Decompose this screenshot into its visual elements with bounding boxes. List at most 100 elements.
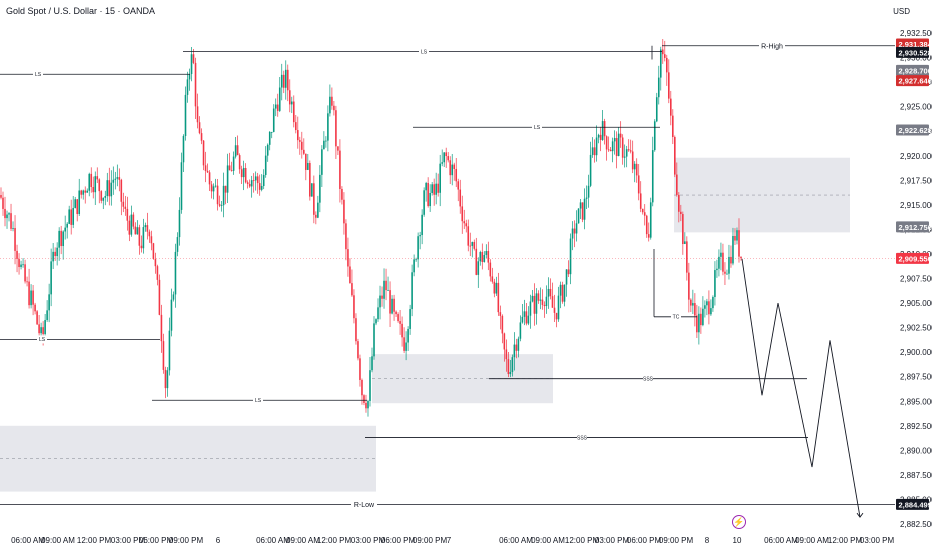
candle-body	[152, 243, 155, 259]
price-tag: 2,928.700	[896, 64, 932, 76]
candle-body	[34, 304, 36, 312]
time-tick-label: 09:00 AM	[531, 536, 565, 545]
candle-body	[284, 69, 287, 88]
candle-body	[10, 213, 12, 229]
candle-body	[461, 206, 464, 222]
candle-body	[611, 141, 614, 152]
time-tick-label: 7	[447, 536, 452, 545]
candle-body	[206, 170, 209, 173]
candle-body	[603, 121, 606, 137]
candle-body	[50, 261, 52, 295]
candle-body	[579, 202, 582, 209]
candle-body	[696, 315, 698, 333]
time-tick-label: 8	[705, 536, 710, 545]
candle-body	[36, 311, 38, 325]
candle-body	[196, 106, 199, 123]
candle-body	[242, 167, 245, 178]
candle-body	[162, 341, 165, 370]
candle-body	[553, 307, 556, 313]
lightning-icon[interactable]: ⚡	[732, 515, 746, 529]
candle-body	[232, 156, 235, 171]
price-tag: 2,884.499	[896, 498, 932, 510]
price-tag-bg	[896, 46, 929, 58]
candle-body	[309, 162, 311, 197]
candle-body	[28, 281, 30, 306]
candle-body	[120, 179, 123, 202]
candle-body	[501, 315, 504, 334]
currency-label[interactable]: USD	[893, 7, 910, 16]
level-label-bg	[671, 312, 681, 321]
price-tick-label: 2,882.500	[900, 520, 932, 529]
candle-body	[8, 213, 10, 215]
price-tag-bg	[896, 252, 929, 264]
price-tag-bg	[896, 124, 929, 136]
candle-body	[517, 338, 520, 351]
candle-body	[210, 184, 213, 192]
price-tag-bg	[896, 498, 929, 510]
candle-body	[102, 197, 105, 201]
price-tag-bg	[896, 75, 929, 87]
time-tick-label: 06:00 PM	[627, 536, 662, 545]
candle-body	[339, 150, 341, 189]
price-tag-label: 2,928.700	[899, 66, 932, 75]
candle-body	[160, 314, 163, 342]
candle-body	[240, 169, 243, 178]
candle-body	[363, 395, 365, 403]
candle-body	[262, 174, 265, 187]
time-tick-label: 06:00 PM	[139, 536, 174, 545]
candle-body	[369, 370, 371, 401]
candle-body	[62, 231, 64, 247]
candle-body	[485, 250, 488, 255]
candle-body	[122, 201, 125, 207]
price-tick-label: 2,887.500	[900, 471, 932, 480]
candle-body	[513, 344, 516, 358]
level-label-bg	[351, 500, 377, 509]
candle-body	[280, 74, 283, 88]
candle-body	[238, 155, 241, 170]
candle-body	[417, 236, 419, 260]
candle-body	[585, 197, 588, 199]
candle-body	[377, 307, 379, 320]
price-tag-label: 2,912.756	[899, 223, 932, 232]
candle-body	[523, 311, 526, 317]
price-tick-label: 2,895.000	[900, 397, 932, 406]
candle-body	[244, 167, 247, 183]
candle-body	[264, 155, 267, 175]
candle-body	[457, 181, 460, 190]
candle-body	[387, 290, 389, 291]
projection-layer	[741, 258, 864, 518]
candle-body	[319, 174, 321, 203]
candle-body	[337, 146, 339, 151]
candle-body	[170, 299, 173, 331]
candle-body	[511, 357, 514, 372]
price-tag-bg	[896, 38, 929, 50]
price-tick-label: 2,900.000	[900, 348, 932, 357]
candle-body	[663, 54, 666, 58]
level-label-bg	[643, 374, 653, 383]
candle-body	[268, 131, 271, 145]
candle-body	[629, 150, 632, 152]
candle-body	[708, 301, 710, 315]
price-tag-bg	[896, 221, 929, 233]
candle-body	[315, 214, 317, 218]
candle-body	[545, 296, 548, 307]
candle-body	[216, 185, 219, 205]
candle-body	[252, 180, 255, 182]
candle-body	[100, 191, 103, 201]
candle-body	[718, 256, 720, 269]
price-tick-label: 2,930.000	[900, 54, 932, 63]
candle-body	[627, 149, 630, 151]
candle-body	[282, 74, 285, 88]
candle-body	[425, 182, 427, 191]
candle-body	[32, 290, 34, 305]
candle-body	[651, 150, 654, 203]
candle-body	[653, 121, 656, 151]
candle-body	[491, 276, 494, 282]
candle-body	[329, 96, 331, 114]
candle-body	[549, 288, 552, 297]
candle-body	[635, 163, 638, 176]
candle-body	[385, 280, 387, 291]
candle-body	[367, 400, 369, 409]
candle-body	[619, 133, 622, 138]
